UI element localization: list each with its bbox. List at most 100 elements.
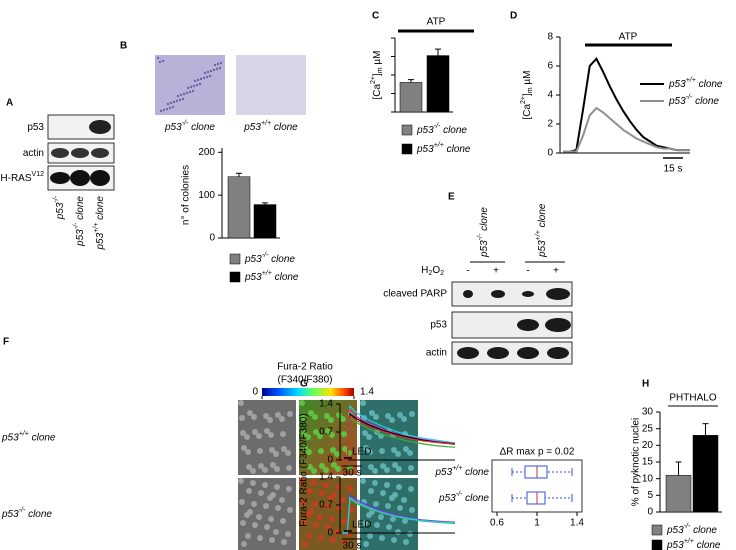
y-tick-label: 1.4: [319, 472, 333, 483]
label-part: clone: [272, 272, 299, 283]
legend-label: p53+/+ clone: [668, 77, 723, 90]
y-axis-label: [Ca2+]m µM: [370, 50, 384, 99]
cell: [407, 531, 413, 537]
label-part: H: [421, 265, 428, 276]
lane-label: p53-/-: [53, 195, 66, 220]
cell: [380, 490, 386, 496]
blot-band: [90, 170, 110, 186]
colony-dot: [188, 90, 192, 94]
cell: [397, 412, 403, 418]
label-part: µM: [522, 70, 533, 87]
legend-label: p53+/+ clone: [416, 142, 471, 155]
label-sup: +/+: [684, 538, 694, 545]
cell: [380, 463, 386, 469]
cell: [319, 463, 325, 469]
cell: [409, 411, 415, 417]
cell: [342, 446, 348, 452]
legend-swatch: [651, 524, 663, 536]
cell: [334, 529, 340, 535]
cell: [245, 533, 251, 539]
label-part: clone: [188, 122, 215, 133]
colony-dot: [161, 59, 165, 63]
blot-band: [546, 288, 570, 300]
label-part: clone: [268, 254, 295, 265]
label-part: clone: [537, 203, 548, 230]
x-tick-label: 1: [534, 518, 540, 529]
colony-dot: [158, 60, 162, 64]
cell: [280, 431, 286, 437]
stimulus-label: LED: [352, 520, 371, 531]
cell: [401, 497, 407, 503]
cell: [245, 449, 251, 455]
cell: [392, 462, 398, 468]
cell: [281, 446, 287, 452]
cell: [247, 410, 253, 416]
label-part: p53: [95, 232, 106, 250]
cell: [246, 464, 252, 470]
cell: [241, 445, 247, 451]
label-sup: -/-: [684, 523, 691, 530]
cell: [312, 414, 318, 420]
cell: [300, 415, 306, 421]
cell: [262, 482, 268, 488]
label-part: p53: [479, 240, 490, 258]
bar: [227, 176, 251, 239]
cell: [264, 428, 270, 434]
blot-band: [70, 170, 90, 186]
y-tick-label: 100: [198, 190, 215, 201]
cell: [258, 463, 264, 469]
cell: [311, 468, 317, 474]
colony-dot: [191, 89, 195, 93]
colony-dot: [181, 97, 185, 101]
y-tick-label: 20: [642, 440, 654, 451]
cell: [385, 413, 391, 419]
cell: [258, 490, 264, 496]
cell: [328, 417, 334, 423]
colony-dot: [171, 105, 175, 109]
label-part: p53: [164, 122, 182, 133]
legend-label: p53+/+ clone: [666, 538, 721, 550]
colony-dot: [165, 107, 169, 111]
panel-label: C: [372, 11, 379, 22]
blot-band: [545, 318, 571, 332]
blot-row-label: cleaved PARP: [383, 289, 447, 300]
y-tick-label: 0: [647, 507, 653, 518]
cell: [308, 410, 314, 416]
cell: [403, 446, 409, 452]
label-sup: -/-: [686, 94, 693, 101]
label-part: p53: [438, 493, 456, 504]
label-part: H-RAS: [0, 173, 31, 184]
box: [524, 465, 548, 479]
y-tick-label: 1.4: [319, 399, 333, 410]
cell: [341, 518, 347, 524]
cell: [334, 451, 340, 457]
blot-row-label: actin: [23, 148, 44, 159]
colony-dot: [208, 74, 212, 78]
blot-band: [487, 347, 509, 359]
cell: [396, 484, 402, 490]
annotation: ATP: [427, 17, 446, 28]
cell: [286, 486, 292, 492]
legend-label: p53-/- clone: [416, 123, 467, 136]
cell: [366, 434, 372, 440]
label-part: p53: [666, 540, 684, 550]
cell: [391, 537, 397, 543]
y-tick-label: 0: [547, 148, 553, 159]
colony-dot: [162, 108, 166, 112]
y-tick-label: 15: [642, 457, 654, 468]
colony-dot: [189, 85, 193, 89]
cell: [240, 430, 246, 436]
cell: [330, 537, 336, 543]
label-sup: +/+: [452, 465, 462, 472]
cell: [319, 490, 325, 496]
lane-label: p53+/+ clone: [535, 203, 548, 258]
label-sup: 2+: [520, 96, 527, 104]
cell: [325, 524, 331, 530]
cell: [407, 450, 413, 456]
y-tick-label: 25: [642, 423, 654, 434]
cell: [250, 468, 256, 474]
cell: [361, 499, 367, 505]
image-caption: p53-/- clone: [164, 120, 215, 133]
cell: [306, 533, 312, 539]
colony-dot: [192, 84, 196, 88]
